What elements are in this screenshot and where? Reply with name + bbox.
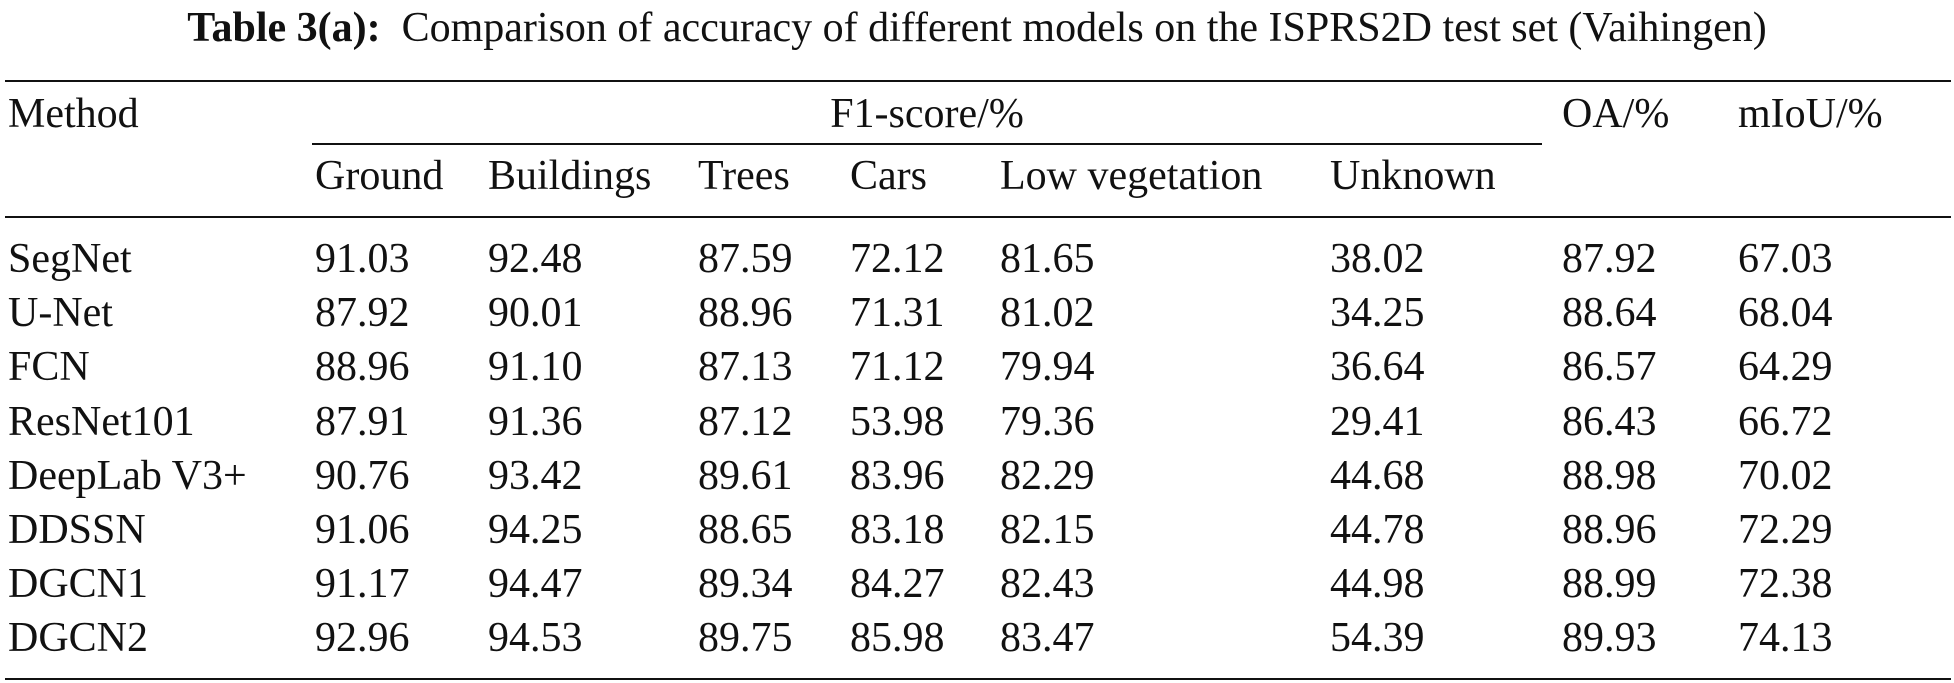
value-cell: 88.96 (698, 290, 793, 336)
value-cell: 87.12 (698, 399, 793, 445)
table-caption-label: Table 3(a): (187, 5, 381, 51)
value-cell: 87.92 (1562, 236, 1657, 282)
value-cell: 88.96 (1562, 507, 1657, 553)
header-f1-group: F1-score/% (830, 91, 1024, 137)
method-cell: DDSSN (8, 507, 146, 553)
value-cell: 89.34 (698, 561, 793, 607)
value-cell: 88.64 (1562, 290, 1657, 336)
value-cell: 91.36 (488, 399, 583, 445)
value-cell: 92.48 (488, 236, 583, 282)
header-class-cars: Cars (850, 153, 927, 199)
value-cell: 29.41 (1330, 399, 1425, 445)
table-caption: Table 3(a): Comparison of accuracy of di… (0, 2, 1954, 54)
value-cell: 67.03 (1738, 236, 1833, 282)
value-cell: 89.93 (1562, 615, 1657, 661)
value-cell: 81.02 (1000, 290, 1095, 336)
f1-group-rule (312, 143, 1542, 145)
value-cell: 90.76 (315, 453, 410, 499)
table-row: DGCN1 91.17 94.47 89.34 84.27 82.43 44.98 88.99… (0, 558, 1954, 612)
value-cell: 85.98 (850, 615, 945, 661)
value-cell: 83.96 (850, 453, 945, 499)
value-cell: 89.61 (698, 453, 793, 499)
table-row: FCN 88.96 91.10 87.13 71.12 79.94 36.64 86.57 64… (0, 341, 1954, 395)
value-cell: 90.01 (488, 290, 583, 336)
value-cell: 86.43 (1562, 399, 1657, 445)
table-row: DGCN2 92.96 94.53 89.75 85.98 83.47 54.39 89.93… (0, 612, 1954, 666)
value-cell: 87.92 (315, 290, 410, 336)
header-class-buildings: Buildings (488, 153, 652, 199)
method-cell: ResNet101 (8, 399, 195, 445)
method-cell: U-Net (8, 290, 113, 336)
value-cell: 88.98 (1562, 453, 1657, 499)
value-cell: 91.17 (315, 561, 410, 607)
value-cell: 53.98 (850, 399, 945, 445)
header-miou: mIoU/% (1738, 91, 1883, 137)
method-cell: DeepLab V3+ (8, 453, 247, 499)
value-cell: 86.57 (1562, 344, 1657, 390)
value-cell: 71.31 (850, 290, 945, 336)
value-cell: 66.72 (1738, 399, 1833, 445)
header-class-ground: Ground (315, 153, 444, 199)
value-cell: 87.59 (698, 236, 793, 282)
value-cell: 91.10 (488, 344, 583, 390)
value-cell: 44.68 (1330, 453, 1425, 499)
value-cell: 84.27 (850, 561, 945, 607)
header-method: Method (8, 91, 139, 137)
method-cell: DGCN2 (8, 615, 149, 661)
value-cell: 44.98 (1330, 561, 1425, 607)
value-cell: 87.13 (698, 344, 793, 390)
value-cell: 91.06 (315, 507, 410, 553)
value-cell: 44.78 (1330, 507, 1425, 553)
header-class-trees: Trees (698, 153, 790, 199)
table-row: DeepLab V3+ 90.76 93.42 89.61 83.96 82.29 44.6… (0, 450, 1954, 504)
value-cell: 70.02 (1738, 453, 1833, 499)
table-row: SegNet 91.03 92.48 87.59 72.12 81.65 38.02 87.9… (0, 233, 1954, 287)
value-cell: 68.04 (1738, 290, 1833, 336)
value-cell: 34.25 (1330, 290, 1425, 336)
value-cell: 92.96 (315, 615, 410, 661)
value-cell: 83.47 (1000, 615, 1095, 661)
value-cell: 82.15 (1000, 507, 1095, 553)
value-cell: 81.65 (1000, 236, 1095, 282)
table-row: ResNet101 87.91 91.36 87.12 53.98 79.36 29.41 8… (0, 396, 1954, 450)
value-cell: 72.29 (1738, 507, 1833, 553)
header-class-low-vegetation: Low vegetation (1000, 153, 1263, 199)
method-cell: DGCN1 (8, 561, 149, 607)
value-cell: 88.96 (315, 344, 410, 390)
value-cell: 88.65 (698, 507, 793, 553)
value-cell: 71.12 (850, 344, 945, 390)
bottom-rule (5, 678, 1951, 680)
method-cell: FCN (8, 344, 90, 390)
value-cell: 83.18 (850, 507, 945, 553)
value-cell: 88.99 (1562, 561, 1657, 607)
value-cell: 94.25 (488, 507, 583, 553)
value-cell: 94.53 (488, 615, 583, 661)
value-cell: 89.75 (698, 615, 793, 661)
value-cell: 82.43 (1000, 561, 1095, 607)
header-oa: OA/% (1562, 91, 1670, 137)
table-row: U-Net 87.92 90.01 88.96 71.31 81.02 34.25 88.64… (0, 287, 1954, 341)
value-cell: 79.94 (1000, 344, 1095, 390)
value-cell: 94.47 (488, 561, 583, 607)
value-cell: 38.02 (1330, 236, 1425, 282)
method-cell: SegNet (8, 236, 132, 282)
value-cell: 36.64 (1330, 344, 1425, 390)
value-cell: 72.38 (1738, 561, 1833, 607)
table-caption-text: Comparison of accuracy of different mode… (401, 5, 1767, 51)
value-cell: 91.03 (315, 236, 410, 282)
value-cell: 93.42 (488, 453, 583, 499)
value-cell: 79.36 (1000, 399, 1095, 445)
table-row: DDSSN 91.06 94.25 88.65 83.18 82.15 44.78 88.96… (0, 504, 1954, 558)
header-class-unknown: Unknown (1330, 153, 1496, 199)
value-cell: 64.29 (1738, 344, 1833, 390)
value-cell: 54.39 (1330, 615, 1425, 661)
header-rule (5, 216, 1951, 218)
value-cell: 74.13 (1738, 615, 1833, 661)
value-cell: 72.12 (850, 236, 945, 282)
top-rule (5, 80, 1951, 82)
value-cell: 82.29 (1000, 453, 1095, 499)
value-cell: 87.91 (315, 399, 410, 445)
